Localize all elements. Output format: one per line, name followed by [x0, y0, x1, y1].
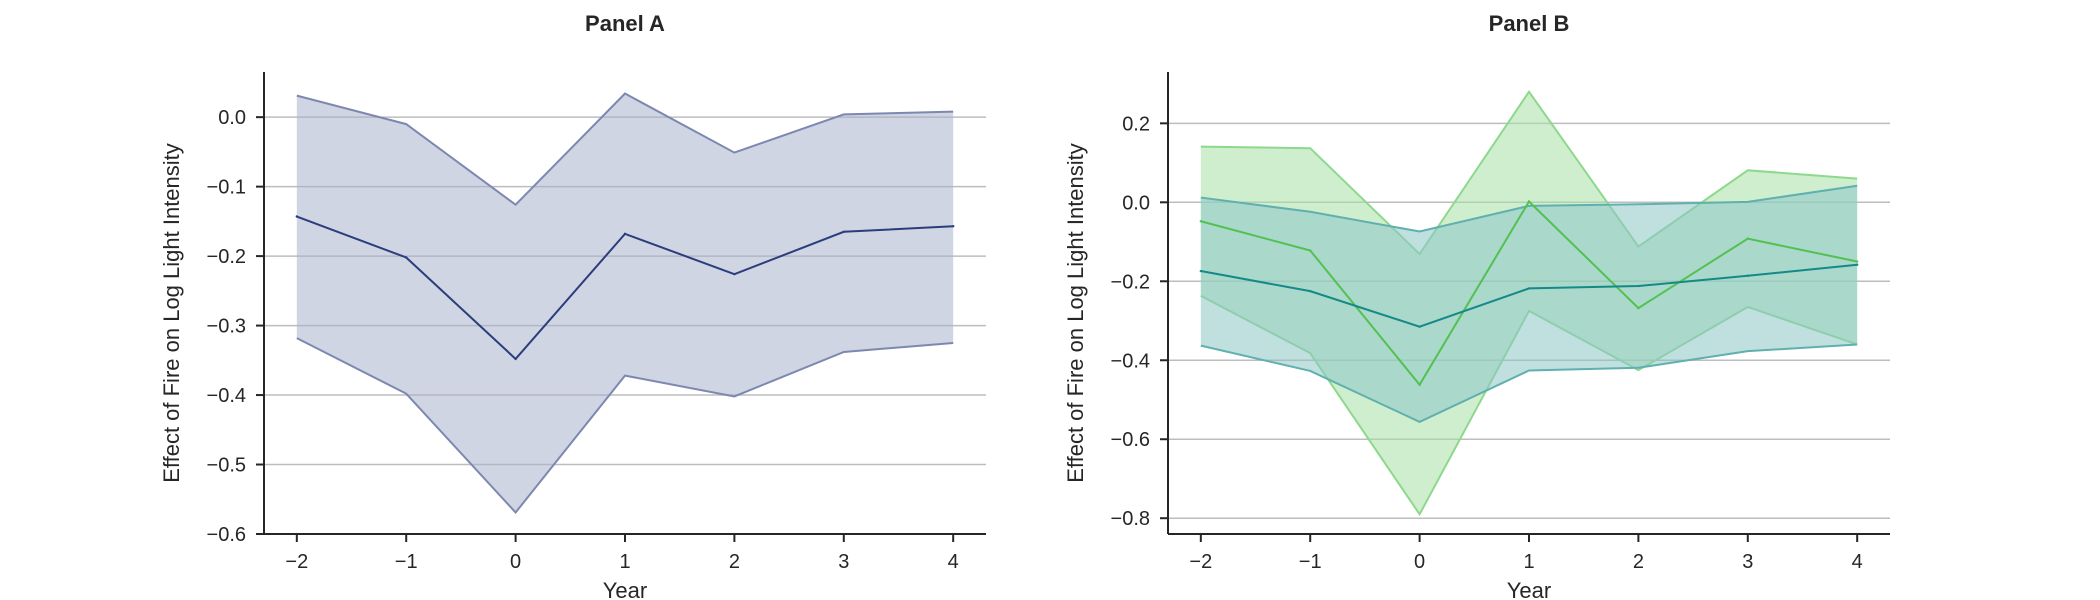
data-point: [1746, 237, 1749, 240]
y-tick-label: −0.2: [207, 246, 246, 268]
x-tick-label: 1: [1523, 551, 1534, 573]
x-tick-label: 0: [1414, 551, 1425, 573]
data-point: [1746, 274, 1749, 277]
panel-title: Panel B: [1489, 11, 1570, 36]
data-point: [295, 215, 299, 218]
band-upper-edge: [296, 92, 954, 207]
band-lower-edge: [1200, 343, 1858, 423]
x-tick-label: 3: [1742, 551, 1753, 573]
x-tick-label: −1: [1299, 551, 1322, 573]
y-tick-label: 0.0: [1122, 192, 1150, 214]
x-tick-label: 0: [510, 551, 521, 573]
x-tick-label: 2: [729, 551, 740, 573]
confidence-band: [296, 93, 954, 513]
data-point: [1418, 325, 1421, 328]
x-tick-label: −2: [285, 551, 308, 573]
panel-title: Panel A: [585, 11, 665, 36]
data-point: [842, 230, 845, 233]
data-point: [1855, 263, 1859, 266]
panel-b: 0.2 0.0 −0.2 −0.4 −0.6 −0.8 −2 −1 0 1 2 3 4 Panel B Ye…: [1063, 11, 1890, 600]
band-upper-edge: [1200, 89, 1858, 256]
y-tick-label: −0.4: [1111, 350, 1150, 372]
y-tick-label: 0.0: [218, 107, 246, 129]
x-axis-label: Year: [1507, 578, 1551, 600]
y-tick-label: −0.6: [207, 524, 246, 546]
data-point: [1309, 289, 1312, 293]
x-tick-label: 4: [948, 551, 959, 573]
data-point: [1199, 220, 1203, 223]
data-point: [1309, 249, 1312, 252]
data-point: [623, 232, 627, 236]
y-tick-label: −0.3: [207, 316, 246, 338]
data-point: [951, 225, 955, 228]
x-tick-label: 4: [1852, 551, 1863, 573]
data-point: [1637, 284, 1640, 288]
band-upper-edge: [1200, 184, 1858, 233]
data-point: [1637, 306, 1640, 310]
panel-a: 0.0 −0.1 −0.2 −0.3 −0.4 −0.5 −0.6 −2 −1 0 1 2 3 4 Pane…: [159, 11, 986, 600]
band-lower-edge: [296, 337, 954, 514]
data-point: [514, 357, 517, 361]
y-tick-label: −0.6: [1111, 429, 1150, 451]
x-tick-label: 1: [619, 551, 630, 573]
y-axis-label: Effect of Fire on Log Light Intensity: [1063, 143, 1088, 483]
data-point: [1418, 383, 1421, 386]
y-axis-label: Effect of Fire on Log Light Intensity: [159, 143, 184, 483]
x-axis-label: Year: [603, 578, 647, 600]
confidence-band: [1200, 185, 1858, 422]
data-point: [1199, 269, 1203, 273]
y-tick-label: −0.4: [207, 385, 246, 407]
y-tick-label: −0.5: [207, 455, 246, 477]
data-point: [1527, 287, 1531, 290]
y-tick-label: −0.1: [207, 177, 246, 199]
x-tick-label: −2: [1189, 551, 1212, 573]
y-tick-label: 0.2: [1122, 113, 1150, 135]
x-tick-label: 3: [838, 551, 849, 573]
y-tick-label: −0.8: [1111, 508, 1150, 530]
y-tick-label: −0.2: [1111, 271, 1150, 293]
x-tick-label: −1: [395, 551, 418, 573]
data-point: [1855, 260, 1859, 263]
data-point: [733, 272, 736, 276]
data-point: [405, 256, 408, 259]
data-point: [1527, 200, 1531, 203]
x-tick-label: 2: [1633, 551, 1644, 573]
